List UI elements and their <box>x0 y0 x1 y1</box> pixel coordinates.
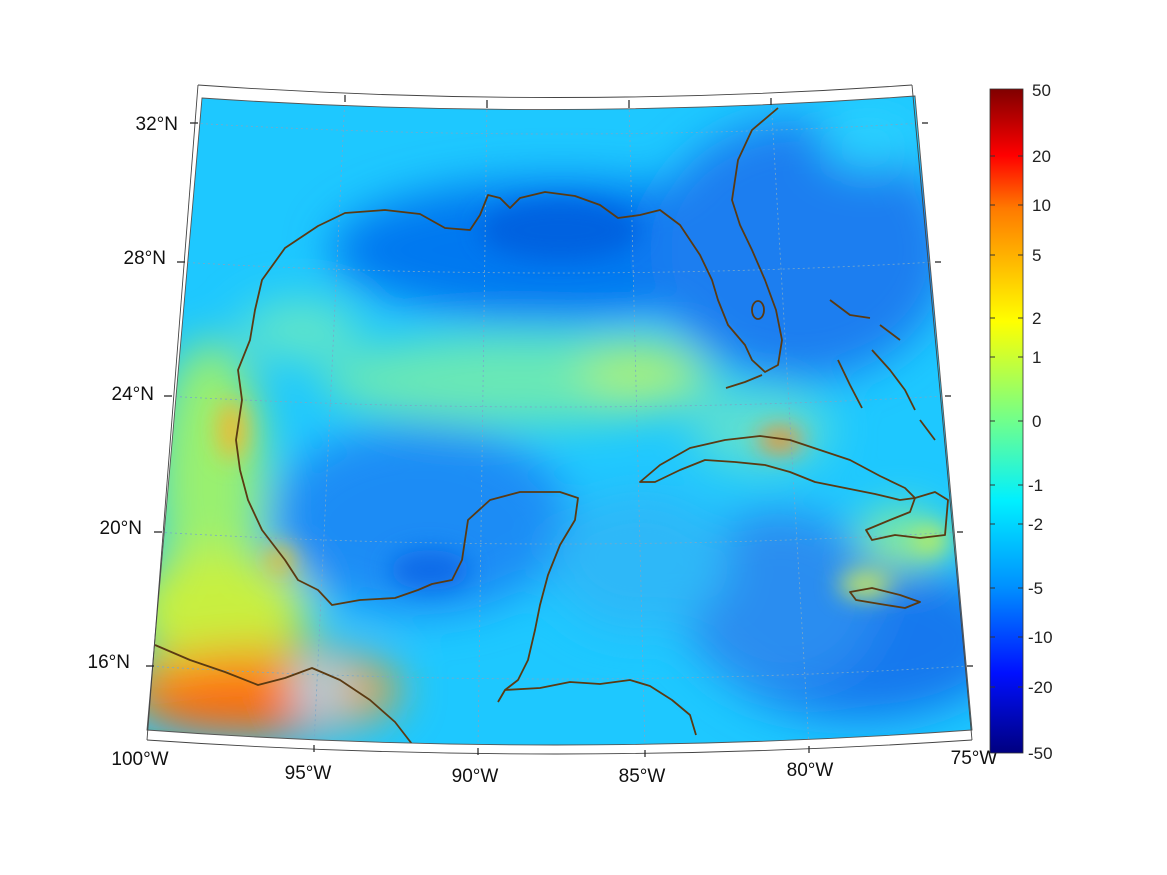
lat-label-20n: 20°N <box>100 518 142 539</box>
central-america-coast <box>504 679 697 736</box>
cb-label-neg20: -20 <box>1028 678 1053 697</box>
colorbar-ticks <box>990 155 1023 688</box>
lat-label-32n: 32°N <box>136 114 178 135</box>
cb-label-neg2: -2 <box>1028 515 1043 534</box>
cb-label-neg10: -10 <box>1028 628 1053 647</box>
lon-label-75w: 75°W <box>951 748 998 769</box>
lon-label-85w: 85°W <box>619 766 666 787</box>
graticule <box>147 96 968 745</box>
cuba <box>639 435 916 501</box>
lake-okeechobee <box>751 300 765 320</box>
frame-ticks <box>146 95 973 757</box>
cb-label-50: 50 <box>1032 81 1051 100</box>
mexico-gulf-coast <box>239 469 579 703</box>
lon-label-95w: 95°W <box>285 763 332 784</box>
lat-label-28n: 28°N <box>124 248 166 269</box>
coastlines <box>154 107 949 745</box>
lon-label-90w: 90°W <box>452 766 499 787</box>
cb-label-neg50: -50 <box>1028 744 1053 763</box>
cb-label-20: 20 <box>1032 147 1051 166</box>
longitude-tick-labels: 100°W 95°W 90°W 85°W 80°W 75°W <box>111 748 997 787</box>
colorbar-tick-labels: 50 20 10 5 2 1 0 -1 -2 -5 -10 -20 -50 <box>1028 81 1053 763</box>
pacific-coast <box>154 644 413 745</box>
cb-label-0: 0 <box>1032 412 1041 431</box>
map-frame <box>146 84 973 755</box>
colorbar: 50 20 10 5 2 1 0 -1 -2 -5 -10 -20 -50 <box>989 81 1053 763</box>
cb-label-5: 5 <box>1032 246 1041 265</box>
data-field <box>147 96 972 745</box>
hispaniola <box>865 491 949 541</box>
latitude-tick-labels: 32°N 28°N 24°N 20°N 16°N <box>88 114 178 673</box>
cb-label-1: 1 <box>1032 348 1041 367</box>
cb-label-2: 2 <box>1032 309 1041 328</box>
colorbar-gradient <box>989 88 1024 754</box>
cb-label-neg1: -1 <box>1028 476 1043 495</box>
lon-label-80w: 80°W <box>787 760 834 781</box>
cb-label-10: 10 <box>1032 196 1051 215</box>
jamaica <box>849 587 921 609</box>
bahamas <box>829 299 936 441</box>
cb-label-neg5: -5 <box>1028 579 1043 598</box>
lat-label-24n: 24°N <box>112 384 154 405</box>
gulf-coast-north <box>235 107 783 471</box>
florida-keys <box>725 374 763 389</box>
lon-label-100w: 100°W <box>111 749 168 770</box>
lat-label-16n: 16°N <box>88 652 130 673</box>
